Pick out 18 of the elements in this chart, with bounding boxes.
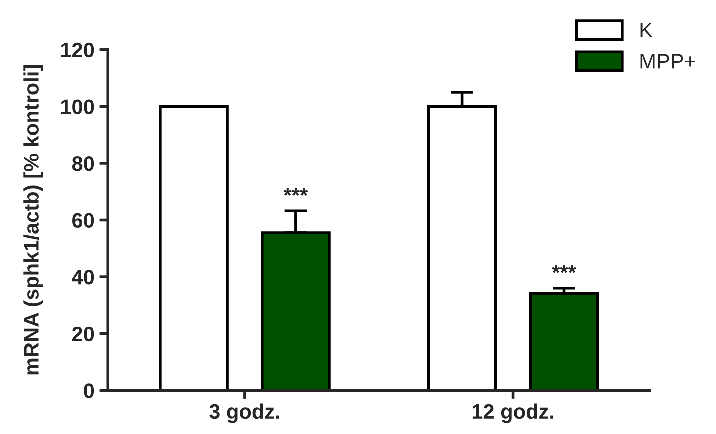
x-tick-label: 12 godz.	[472, 404, 554, 424]
y-tick-label: 80	[72, 156, 94, 172]
bar	[529, 292, 600, 391]
annotation: ***	[552, 265, 576, 274]
y-tick-label: 60	[72, 213, 94, 228]
y-axis-title: mRNA (sphk1/actb) [% kontroli]	[24, 66, 44, 375]
legend-label: MPP+	[640, 54, 696, 69]
bar	[261, 232, 331, 391]
x-tick-label: 3 godz.	[210, 404, 280, 424]
y-tick-label: 20	[72, 326, 94, 342]
legend-label: K	[640, 23, 653, 38]
bar	[159, 105, 229, 391]
y-tick-label: 120	[61, 42, 94, 58]
y-tick-label: 40	[72, 270, 94, 285]
y-tick-label: 100	[61, 100, 94, 114]
y-tick-label: 0	[84, 384, 94, 398]
annotation: ***	[284, 188, 308, 196]
bar	[427, 105, 498, 391]
